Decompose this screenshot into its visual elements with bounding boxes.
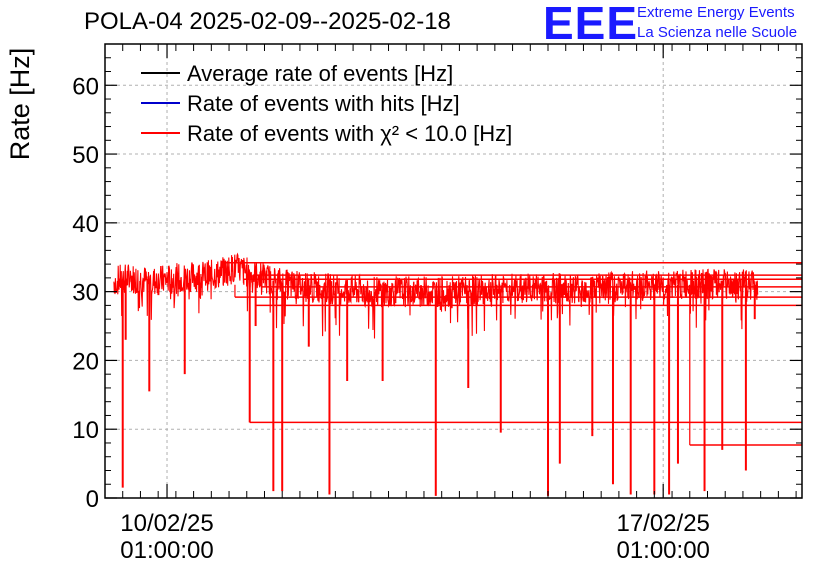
y-axis-label: Rate [Hz] bbox=[5, 48, 35, 161]
series-layer bbox=[113, 252, 802, 496]
logo-line-2: La Scienza nelle Scuole bbox=[637, 24, 798, 41]
eee-logo: EEE bbox=[543, 0, 639, 49]
legend-entry: Rate of events with χ² < 10.0 [Hz] bbox=[187, 121, 512, 146]
y-tick-label: 50 bbox=[72, 142, 99, 169]
axis-layer: 010203040506010/02/2501:00:0017/02/2501:… bbox=[72, 43, 802, 564]
legend-entry: Average rate of events [Hz] bbox=[187, 61, 453, 86]
plot-frame bbox=[104, 43, 803, 499]
y-tick-label: 20 bbox=[72, 348, 99, 375]
x-tick-label-date: 10/02/25 bbox=[120, 510, 213, 537]
x-tick-label-date: 17/02/25 bbox=[616, 510, 709, 537]
logo-line-1: Extreme Energy Events bbox=[637, 4, 795, 21]
y-tick-label: 60 bbox=[72, 73, 99, 100]
legend-layer: Average rate of events [Hz] Rate of event… bbox=[141, 61, 512, 146]
legend-entry: Rate of events with hits [Hz] bbox=[187, 91, 460, 116]
y-tick-label: 40 bbox=[72, 211, 99, 238]
chart-title: POLA-04 2025-02-09--2025-02-18 bbox=[84, 8, 451, 35]
y-tick-label: 10 bbox=[72, 417, 99, 444]
y-tick-label: 30 bbox=[72, 280, 99, 307]
x-tick-label-time: 01:00:00 bbox=[616, 537, 709, 564]
x-tick-label-time: 01:00:00 bbox=[120, 537, 213, 564]
y-tick-label: 0 bbox=[86, 486, 99, 513]
